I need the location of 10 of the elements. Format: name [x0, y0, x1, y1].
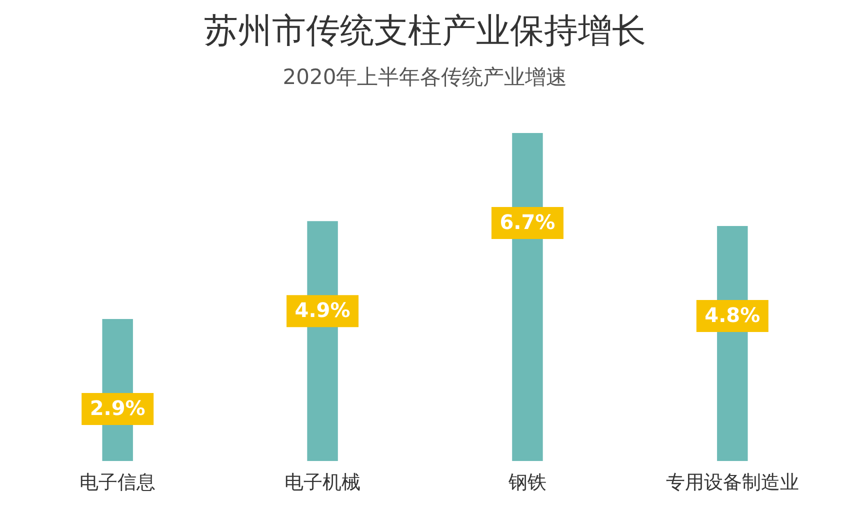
- data-label: 2.9%: [90, 396, 146, 420]
- chart-subtitle: 2020年上半年各传统产业增速: [282, 65, 568, 89]
- x-tick-label: 专用设备制造业: [666, 472, 799, 494]
- x-tick-label: 钢铁: [507, 472, 546, 494]
- x-tick-label: 电子信息: [80, 472, 156, 494]
- x-tick-label: 电子机械: [284, 472, 361, 494]
- data-label: 6.7%: [500, 210, 556, 234]
- chart-title: 苏州市传统支柱产业保持增长: [204, 11, 646, 51]
- data-label: 4.9%: [294, 298, 350, 322]
- data-label: 4.8%: [704, 303, 760, 328]
